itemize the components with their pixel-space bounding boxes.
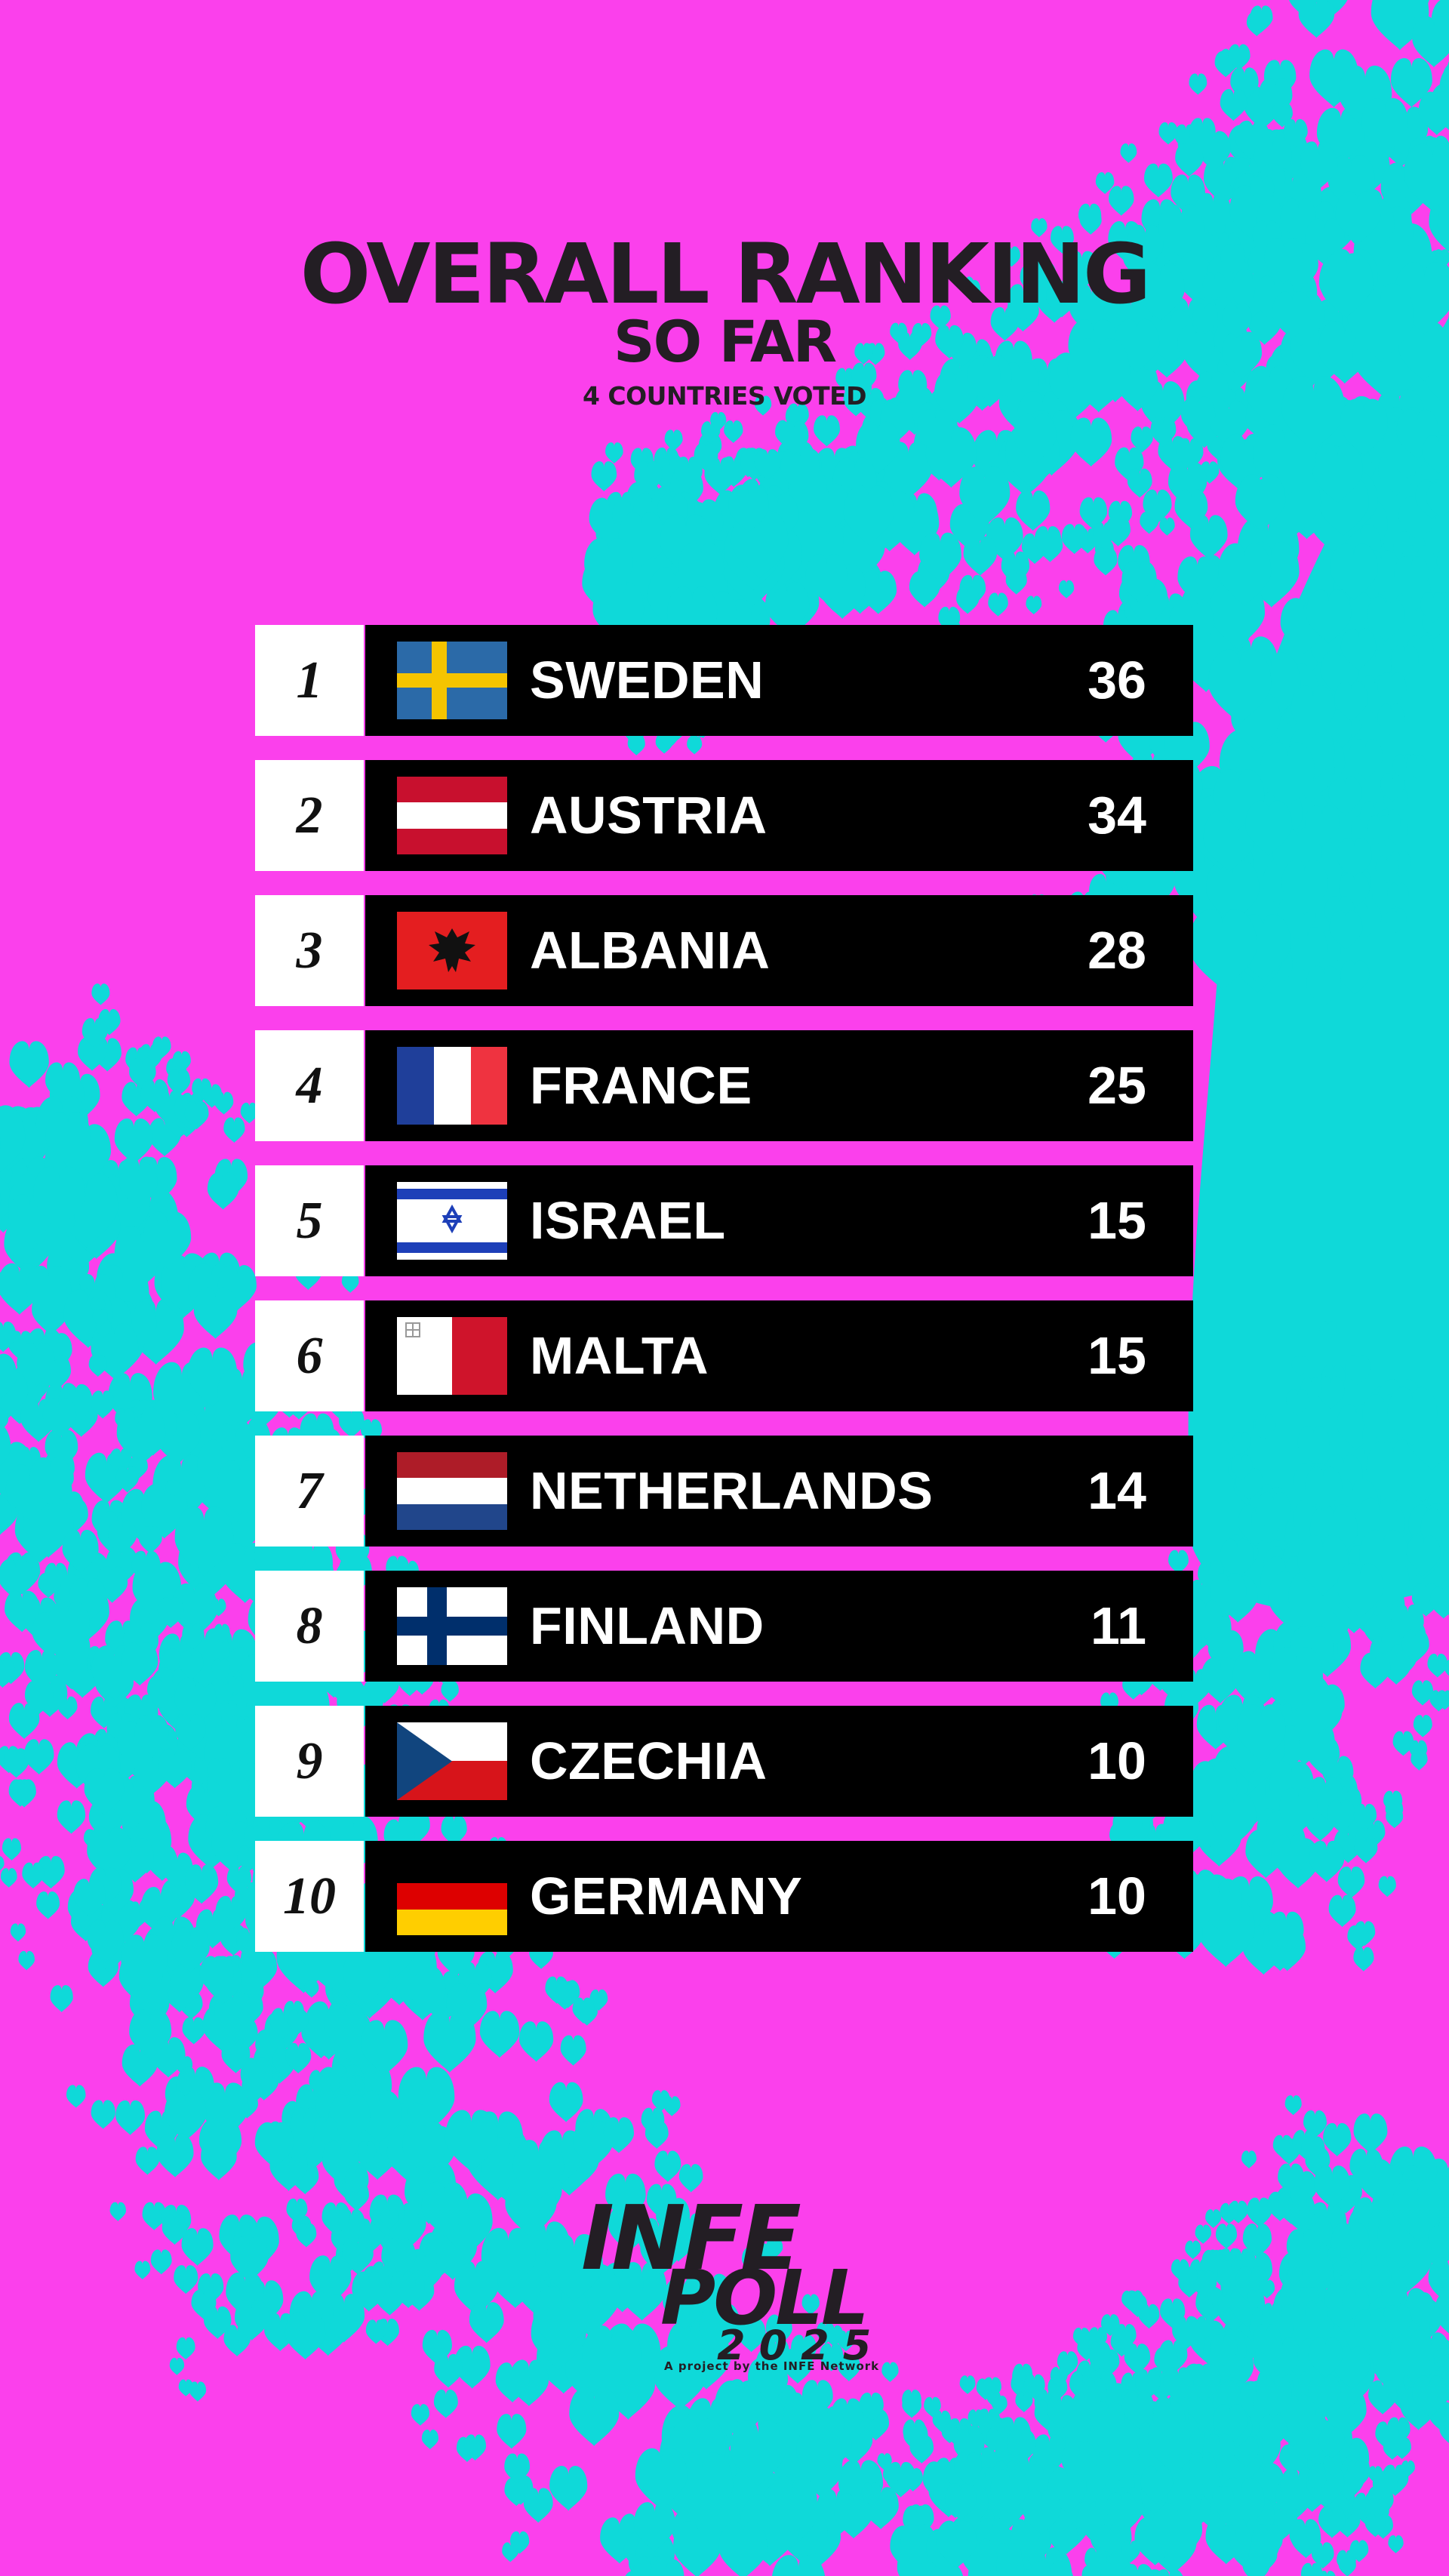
ranking-row: 6 MALTA 15 [255,1300,1193,1411]
malta-flag-icon [397,1317,507,1395]
ranking-row: 5 ISRAEL 15 [255,1165,1193,1276]
albania-flag-icon [397,912,507,989]
logo-year: 2025 [717,2322,885,2369]
points: 28 [1088,921,1146,980]
ranking-row: 1 SWEDEN 36 [255,625,1193,736]
points: 14 [1088,1461,1146,1520]
ranking-bar: ISRAEL 15 [365,1165,1193,1276]
rank-number: 4 [255,1030,364,1141]
countries-voted-note: 4 COUNTRIES VOTED [582,381,867,411]
ranking-bar: FINLAND 11 [365,1571,1193,1682]
rank-number: 10 [255,1841,364,1952]
points: 36 [1088,651,1146,709]
country-name: FRANCE [530,1056,752,1115]
points: 25 [1088,1056,1146,1115]
points: 15 [1088,1326,1146,1385]
israel-flag-icon [397,1182,507,1260]
country-name: MALTA [530,1326,709,1385]
ranking-bar: SWEDEN 36 [365,625,1193,736]
country-name: GERMANY [530,1867,803,1925]
ranking-bar: NETHERLANDS 14 [365,1436,1193,1547]
ranking-row: 2 AUSTRIA 34 [255,760,1193,871]
germany-flag-icon [397,1857,507,1935]
country-name: NETHERLANDS [530,1461,934,1520]
france-flag-icon [397,1047,507,1125]
rank-number: 6 [255,1300,364,1411]
points: 10 [1088,1731,1146,1790]
country-name: ALBANIA [530,921,771,980]
rank-number: 5 [255,1165,364,1276]
finland-flag-icon [397,1587,507,1665]
points: 15 [1088,1191,1146,1250]
country-name: SWEDEN [530,651,764,709]
country-name: ISRAEL [530,1191,726,1250]
ranking-row: 3 ALBANIA 28 [255,895,1193,1006]
points: 10 [1088,1867,1146,1925]
austria-flag-icon [397,777,507,854]
page-subtitle: SO FAR [613,308,837,375]
ranking-bar: GERMANY 10 [365,1841,1193,1952]
ranking-row: 8 FINLAND 11 [255,1571,1193,1682]
rank-number: 1 [255,625,364,736]
ranking-row: 10 GERMANY 10 [255,1841,1193,1952]
netherlands-flag-icon [397,1452,507,1530]
rank-number: 8 [255,1571,364,1682]
ranking-row: 4 FRANCE 25 [255,1030,1193,1141]
logo-tagline: A project by the INFE Network [664,2359,880,2373]
rank-number: 3 [255,895,364,1006]
ranking-row: 7 NETHERLANDS 14 [255,1436,1193,1547]
ranking-bar: ALBANIA 28 [365,895,1193,1006]
czechia-flag-icon [397,1722,507,1800]
ranking-bar: AUSTRIA 34 [365,760,1193,871]
logo-line-poll: POLL [660,2254,869,2342]
points: 34 [1088,786,1146,845]
sweden-flag-icon [397,642,507,719]
country-name: CZECHIA [530,1731,768,1790]
rank-number: 9 [255,1706,364,1817]
ranking-bar: CZECHIA 10 [365,1706,1193,1817]
country-name: AUSTRIA [530,786,768,845]
page-title: OVERALL RANKING [300,226,1152,322]
ranking-bar: FRANCE 25 [365,1030,1193,1141]
ranking-bar: MALTA 15 [365,1300,1193,1411]
country-name: FINLAND [530,1596,764,1655]
rank-number: 2 [255,760,364,871]
logo-line-infe: INFE [581,2186,801,2290]
rank-number: 7 [255,1436,364,1547]
ranking-row: 9 CZECHIA 10 [255,1706,1193,1817]
points: 11 [1091,1596,1146,1655]
